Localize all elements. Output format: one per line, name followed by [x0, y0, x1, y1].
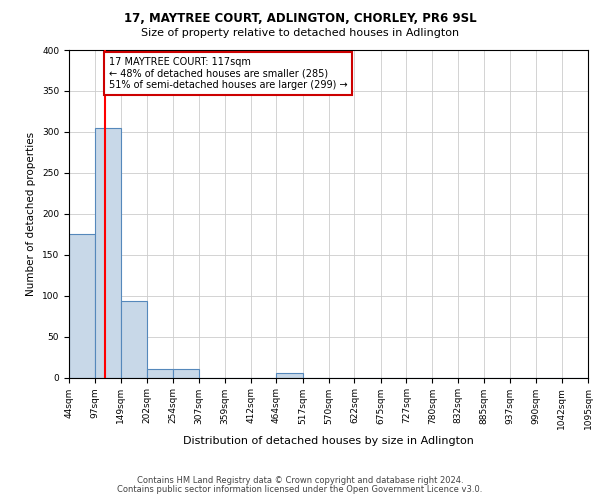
X-axis label: Distribution of detached houses by size in Adlington: Distribution of detached houses by size …: [183, 436, 474, 446]
Bar: [277, 374, 302, 378]
Y-axis label: Number of detached properties: Number of detached properties: [26, 132, 37, 296]
Text: 17 MAYTREE COURT: 117sqm
← 48% of detached houses are smaller (285)
51% of semi-: 17 MAYTREE COURT: 117sqm ← 48% of detach…: [109, 56, 347, 90]
Bar: [147, 370, 173, 378]
Text: Size of property relative to detached houses in Adlington: Size of property relative to detached ho…: [141, 28, 459, 38]
Bar: [173, 370, 199, 378]
Bar: [95, 128, 121, 378]
Bar: [69, 234, 95, 378]
Text: Contains public sector information licensed under the Open Government Licence v3: Contains public sector information licen…: [118, 485, 482, 494]
Bar: [121, 302, 147, 378]
Text: 17, MAYTREE COURT, ADLINGTON, CHORLEY, PR6 9SL: 17, MAYTREE COURT, ADLINGTON, CHORLEY, P…: [124, 12, 476, 26]
Text: Contains HM Land Registry data © Crown copyright and database right 2024.: Contains HM Land Registry data © Crown c…: [137, 476, 463, 485]
